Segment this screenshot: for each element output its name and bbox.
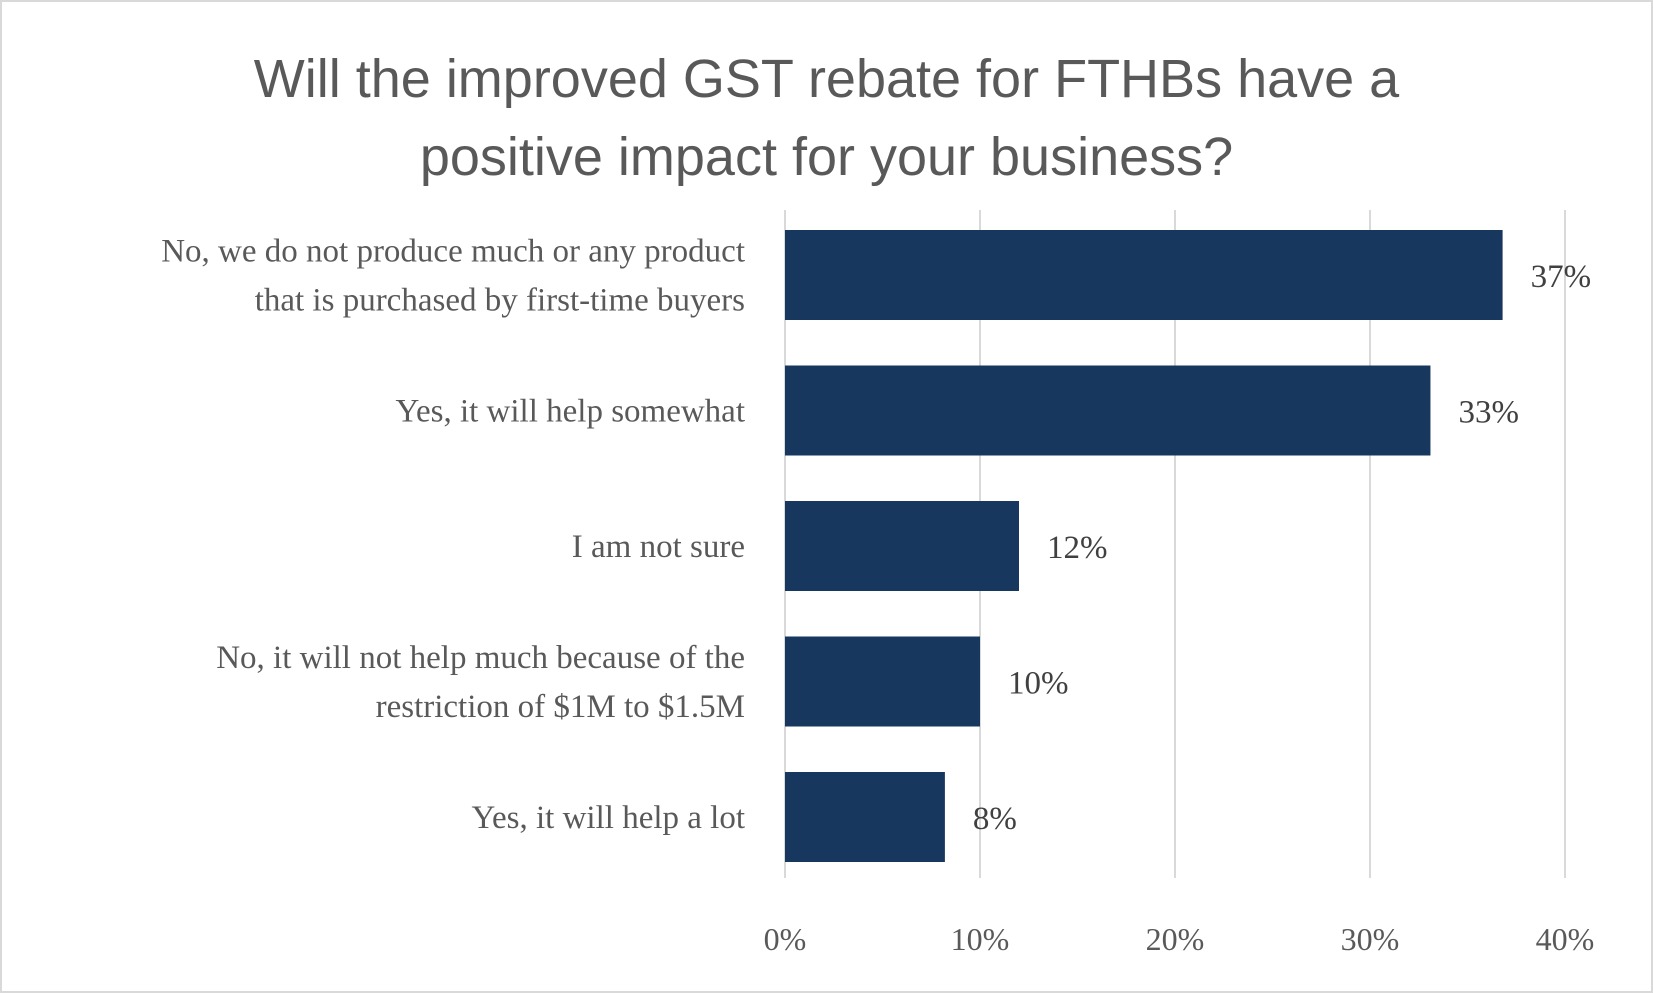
x-tick-label: 0% [764, 921, 807, 957]
x-tick-label: 40% [1536, 921, 1595, 957]
x-tick-label: 10% [951, 921, 1010, 957]
x-tick-labels: 0% 10% 20% 30% 40% [764, 921, 1595, 957]
category-label-line: I am not sure [572, 529, 745, 565]
x-tick-label: 30% [1341, 921, 1400, 957]
category-label: Yes, it will help somewhat [395, 394, 745, 430]
category-label-line: No, it will not help much because of the [216, 640, 745, 676]
category-label-line: Yes, it will help a lot [472, 800, 746, 836]
category-label-line: restriction of $1M to $1.5M [376, 689, 745, 725]
category-label-line: Yes, it will help somewhat [395, 394, 745, 430]
chart-title-line-2: positive impact for your business? [419, 127, 1234, 187]
category-label: I am not sure [572, 529, 745, 565]
chart-title: Will the improved GST rebate for FTHBs h… [2, 40, 1651, 196]
bars [785, 230, 1503, 862]
bar [785, 365, 1431, 456]
category-label: No, it will not help much because of the… [216, 640, 745, 725]
bar [785, 230, 1503, 320]
category-label: Yes, it will help a lot [472, 800, 746, 836]
x-tick-label: 20% [1146, 921, 1205, 957]
data-label: 8% [973, 801, 1017, 837]
data-label: 37% [1531, 259, 1592, 295]
chart-title-line-1: Will the improved GST rebate for FTHBs h… [253, 49, 1400, 109]
data-label: 10% [1008, 666, 1069, 702]
category-labels: No, we do not produce much or any produc… [161, 234, 745, 837]
bar [785, 501, 1019, 591]
category-label-line: that is purchased by first-time buyers [255, 283, 745, 319]
bar [785, 772, 945, 862]
data-label: 12% [1047, 530, 1108, 566]
category-label: No, we do not produce much or any produc… [161, 234, 745, 319]
bar [785, 636, 980, 727]
category-label-line: No, we do not produce much or any produc… [161, 234, 745, 270]
data-labels: 37% 33% 12% 10% 8% [973, 259, 1591, 837]
data-label: 33% [1458, 395, 1519, 431]
